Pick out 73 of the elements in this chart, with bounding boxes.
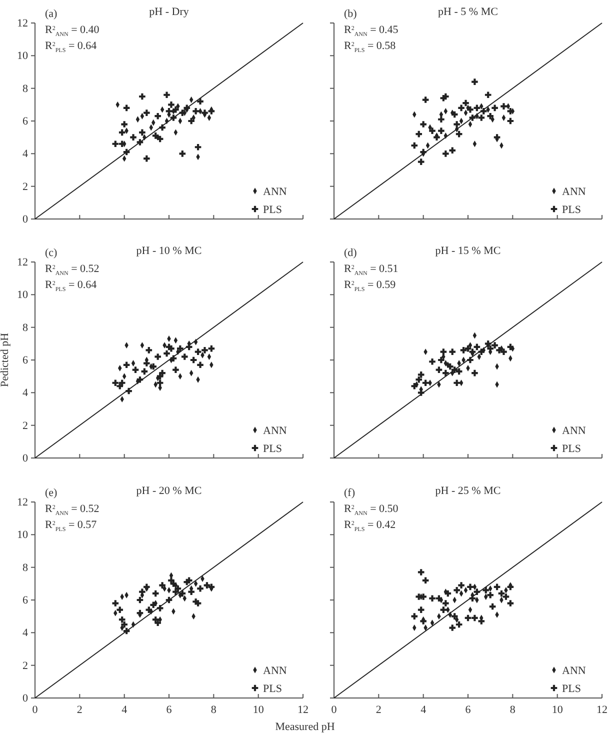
legend-label: ANN: [562, 665, 586, 677]
y-tick-label: 12: [17, 256, 28, 269]
annotation: R$^{2}$$_{ANN}$ = 0.52: [45, 263, 100, 277]
y-tick-label: 2: [22, 660, 28, 672]
x-tick-label: 10: [252, 704, 264, 716]
annotation: R$^{2}$$_{ANN}$ = 0.50: [344, 503, 399, 517]
legend-label: ANN: [562, 425, 586, 437]
legend-label: ANN: [263, 425, 287, 437]
y-axis-title: Pedicted pH: [0, 332, 11, 388]
x-tick-label: 6: [465, 704, 472, 716]
y-tick-label: 8: [22, 562, 28, 574]
y-tick-label: 10: [17, 50, 28, 62]
text: (e): [45, 487, 58, 499]
y-tick-label: 12: [17, 18, 28, 30]
x-tick-label: 4: [420, 704, 427, 716]
annotation: R$^{2}$$_{PLS}$ = 0.57: [45, 519, 98, 533]
y-tick-label: 10: [17, 289, 28, 302]
annotation: R$^{2}$$_{ANN}$ = 0.51: [344, 263, 398, 277]
x-tick-label: 6: [166, 704, 172, 716]
y-tick-label: 0: [22, 214, 28, 226]
x-axis-title: Measured pH: [275, 721, 335, 733]
annotation: R$^{2}$$_{PLS}$ = 0.64: [45, 279, 98, 293]
chart-title: pH - 25 % MC: [435, 485, 501, 497]
y-tick-label: 8: [22, 322, 28, 334]
y-tick-label: 6: [22, 594, 28, 607]
y-tick-label: 10: [17, 529, 28, 542]
text: (f): [344, 487, 356, 499]
text: (a): [45, 8, 58, 20]
y-tick-label: 2: [22, 420, 28, 432]
annotation: R$^{2}$$_{ANN}$ = 0.52: [45, 503, 100, 517]
x-tick-label: 10: [552, 704, 564, 716]
legend-label: ANN: [263, 186, 287, 198]
annotation: R$^{2}$$_{ANN}$ = 0.40: [45, 24, 100, 38]
y-tick-label: 0: [22, 452, 28, 465]
legend-label: PLS: [562, 683, 581, 695]
x-tick-label: 0: [331, 704, 338, 716]
legend-label: PLS: [562, 443, 581, 455]
text: (b): [344, 8, 358, 20]
legend-label: PLS: [263, 204, 282, 216]
chart-title: pH - 10 % MC: [136, 245, 202, 257]
legend-label: PLS: [562, 204, 581, 216]
x-tick-label: 2: [76, 704, 82, 716]
annotation: R$^{2}$$_{PLS}$ = 0.59: [344, 279, 396, 293]
annotation: R$^{2}$$_{PLS}$ = 0.64: [45, 40, 98, 54]
legend-label: ANN: [263, 665, 287, 677]
chart-title: pH - 15 % MC: [435, 245, 501, 257]
text: (d): [344, 247, 358, 259]
chart-title: pH - Dry: [149, 6, 190, 18]
x-tick-label: 8: [210, 704, 217, 716]
annotation: R$^{2}$$_{PLS}$ = 0.58: [344, 40, 396, 54]
legend-label: ANN: [562, 186, 586, 198]
legend-label: PLS: [263, 683, 282, 695]
x-tick-label: 12: [596, 704, 608, 716]
y-tick-label: 8: [22, 82, 28, 95]
legend-label: PLS: [263, 443, 282, 455]
x-tick-label: 12: [298, 704, 308, 716]
chart-title: pH - 5 % MC: [438, 6, 498, 18]
annotation: R$^{2}$$_{PLS}$ = 0.42: [344, 519, 396, 533]
text: (c): [45, 247, 58, 259]
y-tick-label: 12: [17, 496, 28, 509]
x-tick-label: 4: [122, 704, 128, 716]
y-tick-label: 2: [22, 180, 28, 193]
y-tick-label: 6: [22, 116, 28, 128]
y-tick-label: 4: [22, 148, 28, 160]
chart-title: pH - 20 % MC: [136, 485, 202, 497]
x-tick-label: 2: [376, 704, 382, 716]
annotation: R$^{2}$$_{ANN}$ = 0.45: [344, 24, 399, 38]
y-tick-label: 4: [22, 627, 28, 640]
y-tick-label: 6: [22, 354, 28, 367]
y-tick-label: 0: [22, 692, 28, 705]
y-tick-label: 4: [22, 387, 28, 400]
x-tick-label: 0: [32, 704, 38, 716]
x-tick-label: 8: [510, 704, 516, 716]
